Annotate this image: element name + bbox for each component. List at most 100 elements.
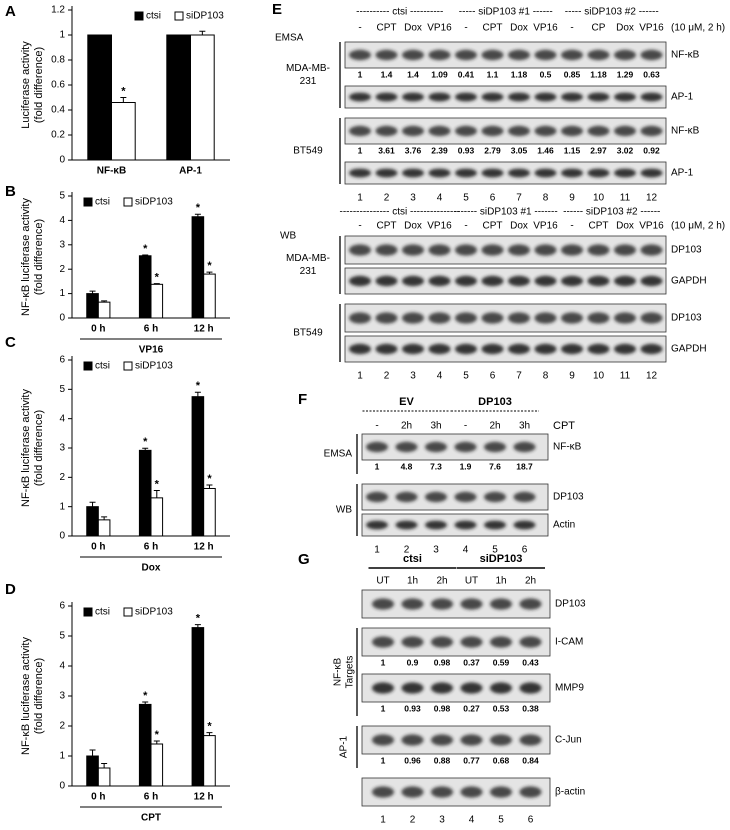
blot-band	[587, 312, 610, 324]
quantification: 1	[375, 461, 380, 471]
lane-number: 6	[490, 193, 496, 204]
y-tick-label: 4	[59, 661, 65, 672]
blot-band	[561, 125, 583, 137]
lane-number: 5	[463, 371, 469, 382]
x-tick-label: 0 h	[91, 792, 105, 803]
group-header: ----- siDP103 #2 ------	[565, 7, 659, 18]
bar	[191, 396, 205, 537]
blot-band	[428, 343, 451, 355]
blot-band	[519, 598, 542, 610]
quantification: 0.92	[643, 145, 660, 155]
quantification: 0.27	[463, 703, 480, 713]
lane-number: 3	[439, 815, 445, 826]
blot-band	[395, 491, 418, 503]
bar	[138, 449, 152, 537]
lane-number: 9	[569, 193, 575, 204]
blot-band	[349, 92, 371, 102]
blot-band	[401, 734, 424, 746]
blot-band	[455, 49, 477, 61]
quantification: 1.4	[407, 69, 419, 79]
lane-number: 1	[357, 193, 363, 204]
y-tick-label: 2	[59, 472, 65, 483]
blot-band	[375, 275, 398, 287]
blot-band	[395, 520, 418, 530]
blot-band	[366, 491, 388, 503]
x-tick-label: 6 h	[144, 324, 158, 335]
legend-label: siDP103	[135, 361, 173, 372]
blot-band	[640, 92, 663, 102]
bar	[150, 497, 164, 537]
group-header: siDP103	[480, 553, 523, 565]
y-axis-label: Luciferase activity	[20, 41, 32, 129]
blot-band	[561, 312, 583, 324]
lane-label: CPT	[483, 23, 503, 34]
quantification: 1	[381, 657, 386, 667]
blot	[344, 117, 667, 145]
legend-swatch	[83, 361, 93, 371]
lane-label: CP	[592, 23, 606, 34]
y-tick-label: 0	[59, 531, 65, 542]
blot-band	[372, 682, 394, 694]
y-tick-label: 4	[59, 413, 65, 424]
x-tick-label: 0 h	[91, 542, 105, 553]
group-header: ------- siDP103 #1 -------	[454, 207, 558, 218]
lane-number: 1	[357, 371, 363, 382]
significance-marker: *	[155, 729, 160, 741]
lane-number: 10	[593, 193, 605, 204]
y-axis-label: (fold difference)	[33, 410, 45, 486]
quantification: 0.68	[493, 755, 510, 765]
x-tick-label: 6 h	[144, 792, 158, 803]
blot-band	[349, 275, 371, 287]
blot-band	[508, 343, 530, 355]
error-bar	[206, 732, 213, 736]
lane-number: 9	[569, 371, 575, 382]
blot-band	[349, 244, 371, 256]
section-label: Targets	[345, 656, 356, 689]
blot-band	[534, 92, 557, 102]
quantification: 2.39	[431, 145, 448, 155]
blot-band	[428, 92, 451, 102]
lane-number: 10	[593, 371, 605, 382]
section-label: NF-κB	[333, 658, 344, 687]
blot	[344, 41, 667, 69]
y-tick-label: 0.2	[51, 130, 65, 141]
bar	[97, 519, 111, 537]
blot-band	[519, 682, 542, 694]
bar	[97, 767, 111, 787]
quantification: 0.41	[458, 69, 475, 79]
blot-band	[455, 125, 477, 137]
blot-band	[519, 786, 542, 798]
blot-band	[431, 636, 453, 648]
blot-band	[402, 244, 424, 256]
blot-band	[587, 49, 610, 61]
legend-swatch	[174, 11, 184, 21]
y-tick-label: 0	[59, 313, 65, 324]
quantification: 0.93	[404, 703, 421, 713]
quantification: 7.3	[430, 461, 442, 471]
y-tick-label: 4	[59, 215, 65, 226]
lane-label: 2h	[401, 421, 412, 432]
blot-band	[460, 636, 483, 648]
error-bar	[194, 213, 201, 217]
blot	[344, 335, 667, 363]
blot-band	[349, 343, 371, 355]
blot-band	[455, 343, 477, 355]
lane-label: CPT	[377, 221, 397, 232]
legend-label: ctsi	[95, 361, 110, 372]
band-label: C-Jun	[555, 735, 582, 746]
blot-band	[366, 441, 388, 453]
quantification: 0.98	[434, 703, 451, 713]
method-label: WB	[280, 231, 296, 242]
blot-band	[484, 441, 506, 453]
lane-label: -	[464, 23, 467, 34]
quantification: 0.93	[458, 145, 475, 155]
method-label: EMSA	[275, 33, 304, 44]
blot-band	[513, 441, 536, 453]
blot-band	[640, 312, 663, 324]
x-tick-label: NF-κB	[97, 166, 126, 177]
blot-band	[508, 312, 530, 324]
bar	[111, 102, 136, 161]
quantification: 1	[381, 703, 386, 713]
blot-band	[587, 343, 610, 355]
y-tick-label: 0.8	[51, 55, 65, 66]
